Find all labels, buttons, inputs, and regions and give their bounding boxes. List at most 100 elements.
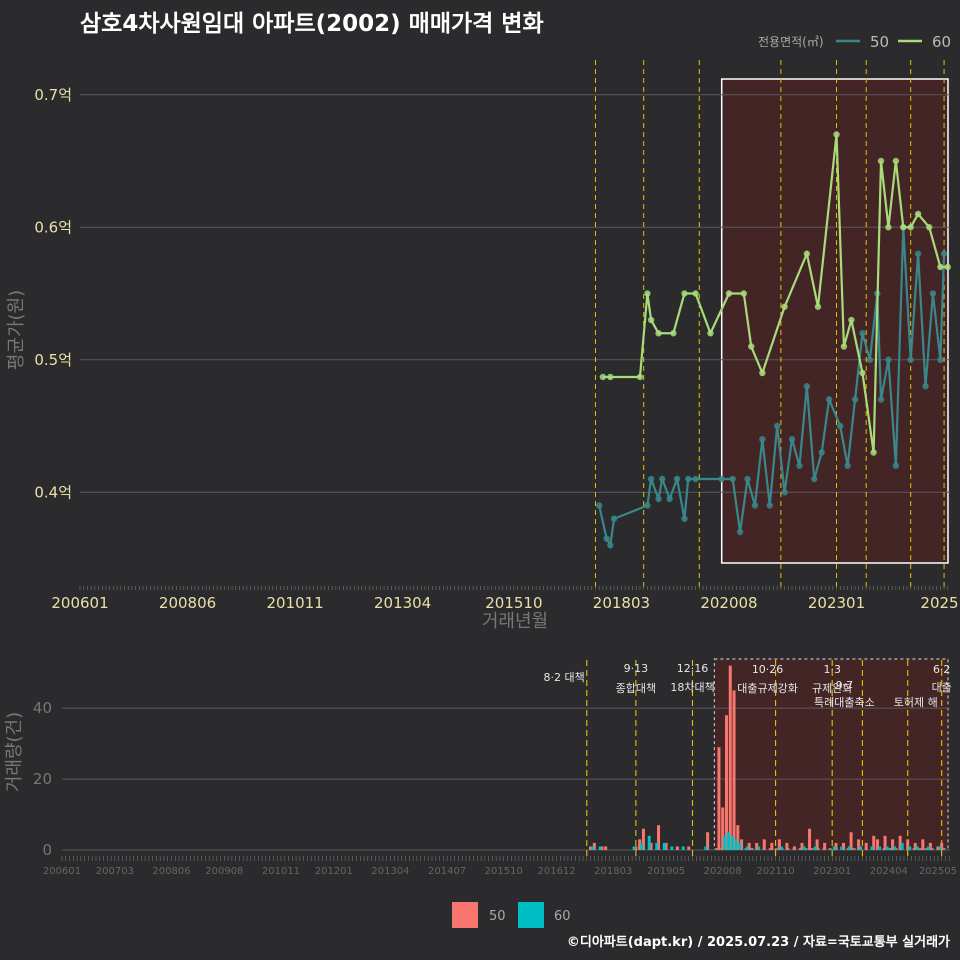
bar-50 [717,747,721,850]
bar-50 [940,842,944,850]
x-tick-label: 200601 [51,594,108,612]
policy-annotation: 12·16 [677,662,709,675]
legend-label-bar-50: 50 [489,909,506,924]
data-point-50 [811,475,818,483]
x-tick-label: 201304 [371,866,409,877]
y-tick-label: 0.4억 [34,483,72,501]
data-point-50 [803,383,811,390]
data-point-50 [866,356,874,363]
x-tick-label: 202110 [756,866,794,877]
bar-60 [840,846,844,850]
bar-60 [730,835,734,850]
x-axis-title: 거래년월 [482,611,548,632]
bar-50 [777,839,781,850]
bar-60 [927,846,931,850]
data-point-60 [725,290,733,297]
bar-50 [589,846,593,850]
data-point-60 [840,343,848,350]
legend-label-60: 60 [932,33,951,51]
bar-50 [936,846,940,850]
bar-50 [762,839,766,850]
bar-50 [721,807,725,850]
data-point-50 [647,475,655,483]
bar-60 [681,846,685,850]
bar-50 [755,842,759,850]
data-point-50 [751,502,759,509]
bar-50 [906,839,910,850]
policy-annotation: 대출 [932,681,952,694]
bar-50 [728,665,732,850]
x-tick-label: 201803 [593,594,650,612]
legend-label-bar-60: 60 [554,909,571,924]
chart-title: 삼호4차사원임대 아파트(2002) 매매가격 변화 [80,11,544,37]
data-point-50 [659,475,666,483]
data-point-50 [859,330,866,337]
data-point-60 [848,316,855,324]
bar-50 [736,825,740,850]
bar-50 [876,839,880,850]
data-point-60 [644,290,651,297]
data-point-50 [892,462,900,469]
x-tick-label: 200601 [43,866,81,877]
data-point-50 [818,449,825,456]
policy-annotation: 대출규제강화 [737,682,798,695]
data-point-50 [937,356,944,363]
data-point-60 [937,263,944,271]
policy-annotation: 9·13 [624,662,649,675]
data-point-60 [607,373,614,381]
data-point-60 [647,316,655,324]
data-point-50 [837,422,844,430]
bar-50 [770,842,774,850]
policy-annotation: 1·3 [823,663,841,676]
x-tick-label: 202505 [919,866,957,877]
bar-60 [779,846,783,850]
bar-50 [921,839,925,850]
bar-50 [785,842,789,850]
data-point-50 [736,528,744,536]
x-tick-label: 202008 [704,866,742,877]
bar-50 [649,842,653,850]
data-point-50 [673,475,681,483]
bar-50 [687,846,691,850]
bar-60 [745,846,749,850]
bar-50 [898,835,902,850]
policy-annotation: 6·2 [933,663,951,676]
bar-50 [883,835,887,850]
y-tick-label: 40 [33,699,52,717]
data-point-50 [781,489,788,496]
data-point-50 [759,436,766,443]
policy-annotation: 규제완화 [812,682,852,695]
data-point-50 [644,502,651,509]
data-point-60 [870,449,877,456]
data-point-60 [748,343,755,350]
bar-50 [732,690,736,850]
bar-60 [734,839,738,850]
bar-60 [885,846,889,850]
bar-50 [675,846,679,850]
x-tick-label: 201510 [485,594,542,612]
volume-highlight-box [713,658,949,850]
bar-50 [592,842,596,850]
bar-60 [893,846,897,850]
bar-60 [591,846,595,850]
bar-60 [738,842,742,850]
bar-60 [870,846,874,850]
footer-credit: ©디아파트(dapt.kr) / 2025.07.23 / 자료=국토교통부 실… [566,935,950,950]
data-point-60 [914,210,922,218]
x-tick-label: 202301 [813,866,851,877]
data-point-60 [892,157,900,165]
bar-60 [640,842,644,850]
data-point-50 [851,396,859,403]
data-point-60 [692,290,699,297]
x-tick-label: 200806 [159,594,216,612]
bar-50 [792,846,796,850]
bar-50 [634,846,638,850]
data-point-60 [859,369,866,377]
bar-60 [704,846,708,850]
data-point-50 [825,396,833,403]
data-point-50 [655,495,662,503]
data-point-60 [759,369,766,377]
x-tick-label: 201304 [374,594,431,612]
policy-annotation: 특례대출축소 [814,696,875,709]
